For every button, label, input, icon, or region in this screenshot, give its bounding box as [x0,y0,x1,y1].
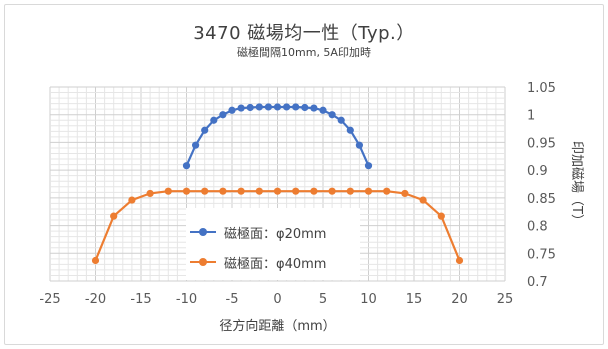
data-point [246,103,254,112]
data-point [310,187,318,195]
y-tick-label: 0.8 [527,220,548,235]
data-point [328,187,336,195]
legend-label-series-1: 磁極面：φ20mm [224,226,327,242]
legend-swatch-series-1 [186,222,220,242]
x-tick-label: -15 [130,292,151,307]
data-point [292,187,300,195]
data-point [364,187,373,195]
x-axis-label: 径方向距離（mm） [219,318,335,334]
data-point [192,141,200,149]
x-tick-label: 20 [451,292,468,307]
x-tick-label: -5 [226,292,239,307]
data-point [182,162,191,170]
data-point [110,212,118,220]
data-point [319,106,327,114]
data-point [228,106,236,114]
legend-label-series-2: 磁極面：φ40mm [224,256,327,272]
legend-item-series-2: 磁極面：φ40mm [186,252,326,272]
data-point [182,187,191,195]
data-point [383,187,391,195]
data-point [273,187,282,195]
data-point [146,189,154,198]
x-tick-label: -10 [176,292,197,307]
data-point [355,141,363,149]
data-point [237,187,245,195]
data-point [328,111,336,119]
data-point [455,256,464,265]
y-tick-label: 0.85 [527,192,556,207]
data-point [201,187,209,195]
y-tick-label: 0.7 [527,275,548,290]
y-tick-label: 1 [527,109,535,124]
data-point [264,103,272,111]
data-point [255,187,263,195]
data-point [337,116,345,124]
x-tick-label: 5 [319,292,327,307]
data-point [401,189,409,198]
data-point [219,111,227,119]
x-tick-label: -25 [39,292,60,307]
data-point [219,187,227,195]
legend-swatch-series-2 [186,252,220,272]
x-tick-label: 15 [406,292,423,307]
data-point [364,162,373,170]
x-tick-label: 10 [360,292,377,307]
data-point [237,104,245,112]
data-point [292,103,300,111]
data-point [128,196,136,204]
y-axis-label: 印加磁場（T） [569,141,584,227]
y-tick-label: 1.05 [527,81,556,96]
data-point [210,116,218,124]
data-point [310,104,318,112]
chart-frame [4,4,604,345]
data-point [346,126,354,134]
data-point [346,187,354,195]
series-layer [91,103,464,265]
chart-subtitle: 磁極間隔10mm, 5A印加時 [237,46,371,59]
x-tick-label: -20 [85,292,106,307]
data-point [283,103,291,111]
chart-legend: 磁極面：φ20mm 磁極面：φ40mm [186,208,360,280]
y-tick-label: 0.9 [527,164,548,179]
data-point [255,103,263,111]
legend-item-series-1: 磁極面：φ20mm [186,222,326,242]
chart-title: 3470 磁場均一性（Typ.） [193,23,415,44]
y-tick-label: 0.95 [527,136,556,151]
x-tick-label: 25 [497,292,514,307]
data-point [437,212,445,220]
data-point [201,126,209,134]
data-point [301,103,309,112]
data-point [419,196,427,204]
data-point [91,256,100,265]
tick-labels: -25 -20 -15 -10 -5 0 5 10 15 20 25 0.7 0.75 0.8 0.85 0.… [39,81,556,307]
y-tick-label: 0.75 [527,247,556,262]
x-tick-label: 0 [273,292,281,307]
data-point [273,103,282,111]
data-point [164,187,172,195]
